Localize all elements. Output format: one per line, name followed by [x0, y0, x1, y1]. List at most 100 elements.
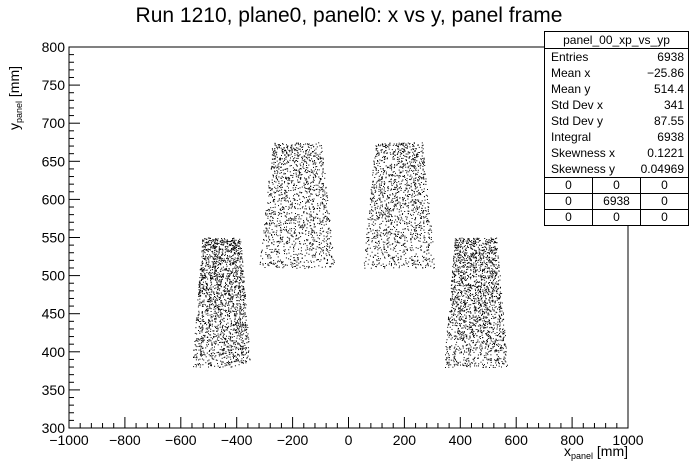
scatter-point [207, 258, 208, 259]
scatter-point [372, 210, 373, 211]
scatter-point [303, 160, 304, 161]
scatter-point [305, 144, 306, 145]
scatter-point [384, 249, 385, 250]
scatter-point [216, 318, 217, 319]
scatter-point [413, 173, 414, 174]
scatter-point [222, 276, 223, 277]
scatter-point [299, 182, 300, 183]
scatter-point [279, 198, 280, 199]
scatter-point [311, 231, 312, 232]
scatter-point [296, 169, 297, 170]
scatter-point [467, 364, 468, 365]
scatter-point [377, 216, 378, 217]
scatter-point [287, 220, 288, 221]
scatter-point [248, 350, 249, 351]
scatter-point [474, 246, 475, 247]
scatter-point [220, 269, 221, 270]
scatter-point [233, 243, 234, 244]
scatter-point [294, 162, 295, 163]
scatter-point [214, 250, 215, 251]
scatter-point [403, 166, 404, 167]
scatter-point [473, 245, 474, 246]
scatter-point [290, 160, 291, 161]
scatter-point [219, 276, 220, 277]
scatter-point [228, 301, 229, 302]
scatter-point [329, 266, 330, 267]
scatter-point [221, 268, 222, 269]
scatter-point [216, 270, 217, 271]
scatter-point [413, 209, 414, 210]
scatter-point [418, 172, 419, 173]
scatter-point [303, 212, 304, 213]
scatter-point [240, 286, 241, 287]
scatter-point [194, 355, 195, 356]
scatter-point [231, 340, 232, 341]
scatter-point [227, 330, 228, 331]
scatter-point [327, 246, 328, 247]
scatter-point [295, 170, 296, 171]
scatter-point [233, 274, 234, 275]
scatter-point [380, 193, 381, 194]
scatter-point [374, 166, 375, 167]
scatter-point [237, 313, 238, 314]
scatter-point [321, 255, 322, 256]
scatter-point [310, 246, 311, 247]
scatter-point [375, 246, 376, 247]
scatter-point [276, 254, 277, 255]
scatter-point [431, 226, 432, 227]
scatter-point [494, 296, 495, 297]
scatter-point [433, 258, 434, 259]
scatter-point [219, 252, 220, 253]
scatter-point [263, 230, 264, 231]
scatter-point [198, 364, 199, 365]
scatter-point [379, 224, 380, 225]
scatter-point [303, 151, 304, 152]
scatter-point [307, 155, 308, 156]
scatter-point [401, 235, 402, 236]
scatter-point [287, 145, 288, 146]
scatter-point [274, 181, 275, 182]
scatter-point [234, 286, 235, 287]
scatter-point [248, 347, 249, 348]
scatter-point [226, 246, 227, 247]
scatter-point [305, 153, 306, 154]
scatter-point [313, 217, 314, 218]
scatter-point [232, 290, 233, 291]
scatter-point [455, 289, 456, 290]
scatter-point [395, 195, 396, 196]
scatter-point [386, 173, 387, 174]
scatter-point [227, 312, 228, 313]
scatter-point [299, 233, 300, 234]
scatter-point [376, 212, 377, 213]
scatter-point [213, 297, 214, 298]
scatter-point [408, 185, 409, 186]
scatter-point [302, 225, 303, 226]
scatter-point [205, 266, 206, 267]
scatter-point [299, 232, 300, 233]
scatter-point [430, 266, 431, 267]
scatter-point [401, 144, 402, 145]
scatter-point [388, 221, 389, 222]
scatter-point [242, 354, 243, 355]
scatter-point [237, 278, 238, 279]
scatter-point [469, 304, 470, 305]
scatter-point [271, 235, 272, 236]
scatter-point [292, 204, 293, 205]
scatter-point [235, 282, 236, 283]
scatter-point [235, 323, 236, 324]
scatter-point [281, 261, 282, 262]
scatter-point [374, 205, 375, 206]
scatter-point [202, 326, 203, 327]
scatter-point [279, 144, 280, 145]
scatter-point [215, 297, 216, 298]
scatter-point [313, 177, 314, 178]
scatter-point [403, 171, 404, 172]
scatter-point [432, 262, 433, 263]
scatter-point [243, 304, 244, 305]
scatter-point [239, 319, 240, 320]
scatter-point [395, 262, 396, 263]
scatter-point [233, 324, 234, 325]
scatter-point [292, 236, 293, 237]
scatter-point [292, 263, 293, 264]
scatter-point [401, 245, 402, 246]
